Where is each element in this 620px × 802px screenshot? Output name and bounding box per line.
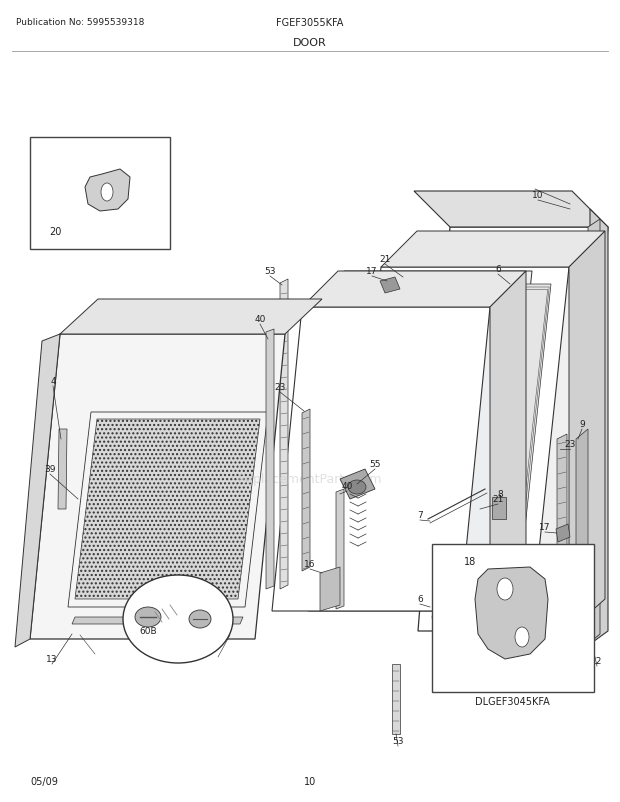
Text: 17: 17	[366, 267, 378, 276]
Text: DLGEF3045KFA: DLGEF3045KFA	[475, 696, 549, 706]
Text: 10: 10	[532, 191, 544, 200]
Ellipse shape	[189, 610, 211, 628]
Polygon shape	[15, 334, 60, 647]
Ellipse shape	[348, 480, 366, 494]
Text: 55: 55	[370, 460, 381, 469]
Polygon shape	[588, 220, 600, 644]
Polygon shape	[475, 567, 548, 659]
Polygon shape	[60, 300, 322, 334]
Polygon shape	[72, 618, 243, 624]
Polygon shape	[435, 244, 597, 619]
Text: 17: 17	[539, 523, 551, 532]
Ellipse shape	[135, 607, 161, 627]
Polygon shape	[576, 429, 588, 599]
Polygon shape	[266, 330, 274, 589]
Text: 39: 39	[44, 465, 56, 474]
Polygon shape	[280, 280, 288, 589]
Ellipse shape	[515, 627, 529, 647]
Text: 40: 40	[342, 482, 353, 491]
Text: 23: 23	[274, 383, 286, 392]
Text: 13: 13	[46, 654, 58, 664]
Polygon shape	[302, 410, 310, 571]
Polygon shape	[569, 232, 605, 631]
Polygon shape	[315, 277, 518, 607]
Text: 18: 18	[464, 557, 476, 566]
Ellipse shape	[123, 575, 233, 663]
Polygon shape	[590, 210, 608, 644]
Polygon shape	[418, 228, 608, 631]
Text: 8: 8	[497, 490, 503, 499]
Polygon shape	[30, 334, 285, 639]
Text: 6: 6	[495, 265, 501, 274]
Polygon shape	[336, 489, 344, 610]
Polygon shape	[308, 272, 532, 611]
Text: 16: 16	[304, 560, 316, 569]
Text: FGEF3055KFA: FGEF3055KFA	[277, 18, 343, 28]
Text: 9: 9	[579, 420, 585, 429]
Polygon shape	[490, 272, 526, 611]
Polygon shape	[75, 419, 260, 599]
Text: DOOR: DOOR	[293, 38, 327, 48]
Polygon shape	[492, 497, 506, 520]
Bar	[30, 138, 170, 249]
Polygon shape	[320, 567, 340, 611]
Text: 6: 6	[417, 595, 423, 604]
Ellipse shape	[497, 578, 513, 600]
Polygon shape	[58, 429, 67, 509]
Polygon shape	[272, 308, 490, 611]
Text: 23: 23	[564, 440, 576, 449]
Polygon shape	[380, 277, 400, 294]
Text: 53: 53	[264, 267, 276, 276]
Text: 12: 12	[591, 657, 603, 666]
Text: 4: 4	[50, 377, 56, 386]
Polygon shape	[392, 664, 400, 734]
Polygon shape	[556, 525, 570, 542]
Text: 53: 53	[392, 736, 404, 746]
Text: 60B: 60B	[139, 626, 157, 636]
Text: 05/09: 05/09	[30, 776, 58, 786]
Polygon shape	[362, 285, 551, 594]
Text: 40: 40	[254, 315, 266, 324]
Polygon shape	[302, 272, 526, 308]
Polygon shape	[340, 469, 375, 500]
Text: 20: 20	[49, 227, 61, 237]
Text: 21: 21	[492, 495, 503, 504]
Polygon shape	[85, 170, 130, 212]
Text: 10: 10	[304, 776, 316, 786]
Ellipse shape	[101, 184, 113, 202]
Text: 7: 7	[417, 511, 423, 520]
Bar	[432, 545, 594, 692]
Polygon shape	[381, 232, 605, 268]
Polygon shape	[557, 435, 567, 554]
Text: 21: 21	[379, 255, 391, 264]
Polygon shape	[414, 192, 608, 228]
Text: ReplacementParts.com: ReplacementParts.com	[237, 473, 383, 486]
Text: Publication No: 5995539318: Publication No: 5995539318	[16, 18, 144, 27]
Polygon shape	[345, 268, 569, 607]
